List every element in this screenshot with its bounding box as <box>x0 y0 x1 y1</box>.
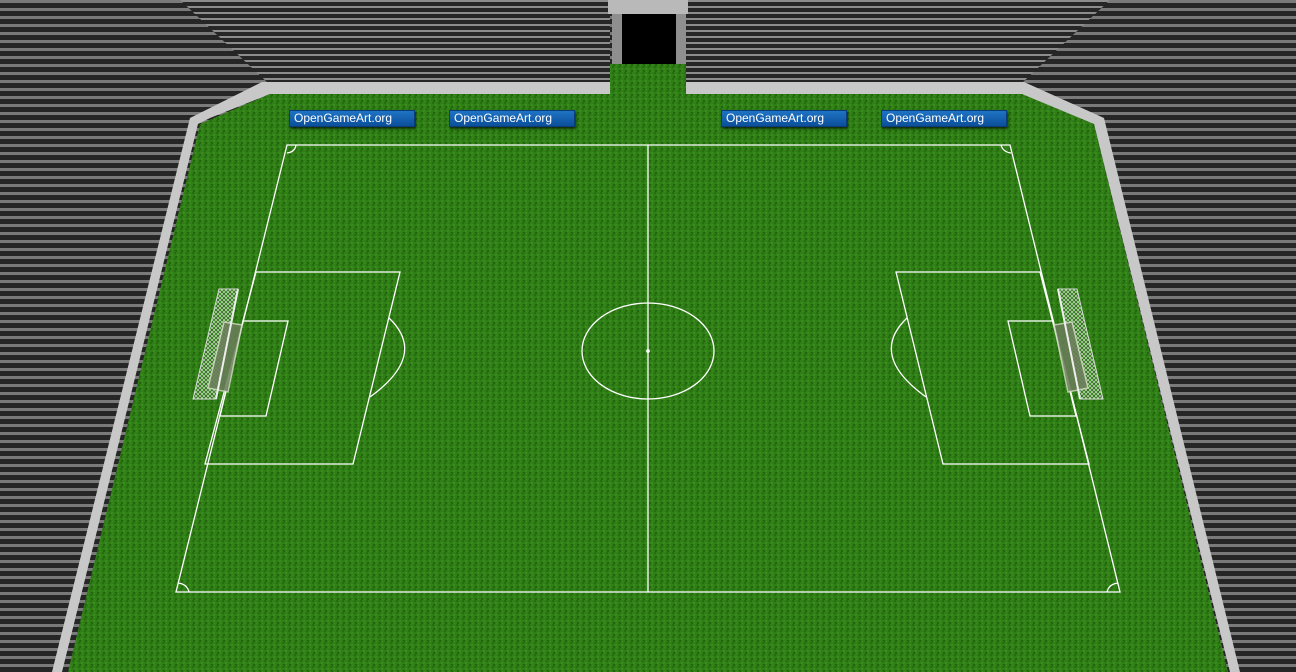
right-penalty-arc <box>890 317 927 398</box>
left-penalty-arc <box>369 317 406 398</box>
right-goal-area <box>1007 320 1077 417</box>
center-spot <box>646 349 650 353</box>
corner-arc-bl <box>177 582 190 593</box>
ad-board-4: OpenGameArt.org <box>881 110 1007 127</box>
field-markings <box>175 144 1121 593</box>
corner-arc-tr <box>1000 144 1012 154</box>
left-penalty-area <box>204 271 401 465</box>
right-stand <box>1020 0 1296 672</box>
ad-board-2: OpenGameArt.org <box>449 110 575 127</box>
players-tunnel <box>608 0 688 86</box>
left-stand <box>0 0 270 672</box>
top-stand-right <box>686 0 1110 85</box>
top-stand-left <box>180 0 610 85</box>
ad-board-label: OpenGameArt.org <box>454 111 553 125</box>
ad-board-label: OpenGameArt.org <box>726 111 825 125</box>
right-goal-net-icon <box>1053 288 1104 400</box>
center-circle <box>581 302 715 400</box>
touchline <box>175 144 1121 593</box>
left-goal-net-icon <box>192 288 243 400</box>
corner-arc-br <box>1106 582 1119 593</box>
ad-board-3: OpenGameArt.org <box>721 110 847 127</box>
ad-board-1: OpenGameArt.org <box>289 110 415 127</box>
corner-arc-tl <box>286 144 297 154</box>
ad-board-label: OpenGameArt.org <box>294 111 393 125</box>
right-penalty-area <box>895 271 1090 465</box>
ad-board-label: OpenGameArt.org <box>886 111 985 125</box>
